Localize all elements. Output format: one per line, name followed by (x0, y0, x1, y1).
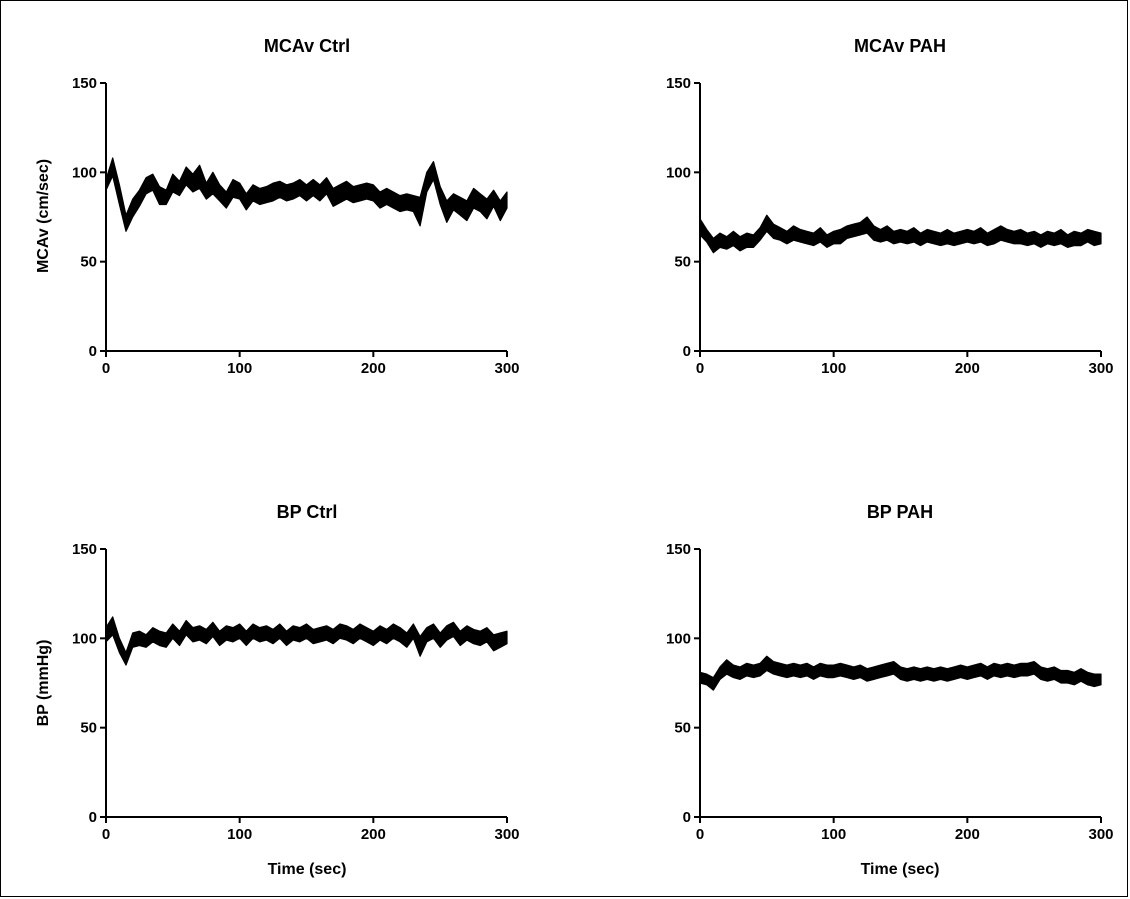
x-tick-label: 300 (494, 826, 519, 843)
y-tick-label: 100 (666, 164, 691, 181)
panel-mcav-pah: MCAv PAH 0 50 100 150 0 100 200 300 (666, 36, 1114, 377)
y-tick-label: 150 (72, 541, 97, 558)
x-tick-label: 100 (821, 826, 846, 843)
x-axis-label: Time (sec) (268, 861, 347, 878)
x-tick-label: 0 (102, 360, 110, 377)
y-axis-label: MCAv (cm/sec) (35, 159, 52, 273)
y-tick-label: 0 (89, 343, 97, 360)
series-trace (699, 655, 1102, 691)
y-axis-label: BP (mmHg) (35, 640, 52, 727)
panel-title: BP Ctrl (277, 502, 338, 522)
y-tick-label: 50 (674, 254, 691, 271)
x-tick-label: 300 (1088, 826, 1113, 843)
x-tick-label: 0 (696, 826, 704, 843)
y-tick-label: 0 (683, 809, 691, 826)
y-tick-label: 150 (666, 75, 691, 92)
x-tick-label: 300 (1088, 360, 1113, 377)
x-tick-label: 200 (955, 360, 980, 377)
y-tick-label: 100 (72, 164, 97, 181)
series-trace (105, 157, 508, 232)
panel-mcav-ctrl: MCAv Ctrl MCAv (cm/sec) 0 50 100 150 0 100 200… (35, 36, 520, 377)
x-tick-label: 100 (227, 826, 252, 843)
panel-bp-ctrl: BP Ctrl BP (mmHg) Time (sec) 0 50 100 150 0 1… (35, 502, 520, 878)
y-tick-label: 100 (72, 630, 97, 647)
y-tick-label: 50 (80, 254, 97, 271)
y-tick-label: 100 (666, 630, 691, 647)
y-tick-label: 150 (666, 541, 691, 558)
panel-bp-pah: BP PAH Time (sec) 0 50 100 150 0 100 200 300 (666, 502, 1114, 878)
x-tick-label: 200 (361, 360, 386, 377)
series-trace (105, 616, 508, 666)
panel-title: BP PAH (867, 502, 933, 522)
y-tick-label: 150 (72, 75, 97, 92)
y-tick-label: 0 (89, 809, 97, 826)
x-tick-label: 300 (494, 360, 519, 377)
series-trace (699, 214, 1102, 254)
panel-title: MCAv Ctrl (264, 36, 350, 56)
y-tick-label: 50 (80, 720, 97, 737)
x-tick-label: 200 (955, 826, 980, 843)
x-tick-label: 100 (821, 360, 846, 377)
x-tick-label: 0 (102, 826, 110, 843)
y-tick-label: 0 (683, 343, 691, 360)
x-tick-label: 100 (227, 360, 252, 377)
x-tick-label: 0 (696, 360, 704, 377)
x-tick-label: 200 (361, 826, 386, 843)
y-tick-label: 50 (674, 720, 691, 737)
panel-title: MCAv PAH (854, 36, 946, 56)
x-axis-label: Time (sec) (861, 861, 940, 878)
